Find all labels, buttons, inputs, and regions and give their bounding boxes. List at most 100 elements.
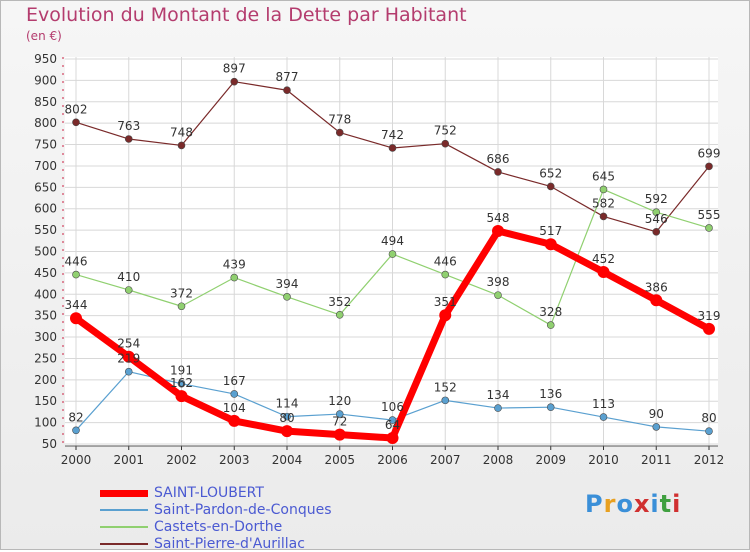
x-tick-label: 2006: [377, 453, 408, 467]
data-point: [333, 428, 346, 441]
legend-label: Saint-Pardon-de-Conques: [154, 502, 332, 518]
legend-swatch: [100, 526, 148, 528]
data-label: 80: [279, 411, 294, 425]
data-point: [546, 182, 555, 191]
data-label: 446: [434, 255, 457, 269]
data-point: [228, 414, 241, 427]
x-tick-label: 2001: [113, 453, 144, 467]
data-point: [705, 224, 713, 232]
chart-subtitle: (en €): [26, 29, 62, 43]
data-label: 386: [645, 280, 668, 294]
x-tick-label: 2003: [219, 453, 250, 467]
data-point: [546, 403, 555, 412]
data-label: 106: [381, 400, 404, 414]
data-point: [546, 321, 555, 329]
legend-item: Saint-Pierre-d'Aurillac: [100, 536, 400, 552]
data-label: 72: [332, 415, 347, 429]
data-point: [494, 291, 502, 299]
data-point: [597, 266, 610, 279]
legend-swatch: [100, 489, 148, 497]
x-tick-label: 2011: [641, 453, 672, 467]
data-point: [388, 416, 397, 424]
data-label: 763: [117, 119, 140, 133]
data-point: [70, 312, 82, 325]
data-label: 555: [698, 208, 721, 222]
data-point: [599, 185, 608, 194]
y-tick-label: 250: [34, 351, 57, 365]
data-label: 439: [223, 258, 246, 272]
data-point: [175, 390, 188, 403]
y-tick-label: 550: [34, 223, 57, 237]
data-label: 191: [170, 364, 193, 378]
chart-title: Evolution du Montant de la Dette par Hab…: [26, 4, 467, 26]
data-point: [124, 135, 133, 143]
data-label: 446: [65, 255, 88, 269]
data-point: [177, 141, 186, 150]
data-label: 686: [487, 152, 510, 166]
data-label: 897: [223, 62, 246, 76]
data-point: [283, 293, 291, 301]
data-point: [124, 367, 133, 376]
x-tick-label: 2009: [535, 453, 566, 467]
data-label: 120: [328, 394, 351, 408]
data-point: [441, 139, 450, 148]
data-label: 344: [65, 298, 88, 312]
y-tick-label: 450: [34, 266, 57, 280]
data-label: 104: [223, 401, 246, 415]
data-label: 167: [223, 374, 246, 388]
y-tick-label: 500: [34, 245, 57, 259]
data-point: [388, 250, 397, 258]
y-tick-label: 950: [34, 52, 57, 66]
legend-item: Saint-Pardon-de-Conques: [100, 502, 400, 518]
x-tick-label: 2004: [272, 453, 303, 467]
data-label: 82: [68, 410, 83, 424]
data-point: [494, 404, 502, 412]
data-point: [72, 118, 80, 127]
data-point: [652, 423, 661, 431]
data-label: 114: [276, 397, 299, 411]
data-label: 592: [645, 192, 668, 206]
data-label: 328: [539, 305, 562, 319]
data-label: 254: [117, 337, 140, 351]
data-label: 548: [487, 211, 510, 225]
data-point: [494, 168, 502, 176]
data-label: 645: [592, 169, 615, 183]
data-point: [492, 224, 504, 237]
data-label: 742: [381, 128, 404, 142]
x-tick-label: 2007: [430, 453, 461, 467]
data-point: [599, 212, 608, 221]
data-point: [705, 427, 713, 435]
data-label: 410: [117, 270, 140, 284]
legend-label: SAINT-LOUBERT: [154, 485, 264, 501]
data-point: [230, 77, 239, 86]
data-label: 352: [328, 295, 351, 309]
data-point: [124, 286, 133, 294]
data-label: 452: [592, 252, 615, 266]
data-point: [230, 273, 239, 282]
legend-item: Castets-en-Dorthe: [100, 519, 400, 535]
legend-swatch: [100, 509, 148, 511]
data-point: [439, 309, 452, 322]
data-point: [335, 128, 344, 137]
proxiti-logo: Proxiti: [585, 490, 682, 518]
data-label: 219: [117, 352, 140, 366]
data-point: [72, 426, 80, 435]
data-label: 80: [701, 411, 716, 425]
data-label: 494: [381, 234, 404, 248]
data-label: 372: [170, 286, 193, 300]
data-label: 877: [276, 70, 299, 84]
y-tick-label: 350: [34, 309, 57, 323]
data-point: [441, 396, 450, 405]
data-point: [230, 390, 239, 398]
data-point: [386, 432, 399, 445]
y-tick-label: 300: [34, 330, 57, 344]
y-tick-label: 150: [34, 394, 57, 408]
data-label: 162: [170, 376, 193, 390]
data-point: [72, 270, 80, 279]
data-label: 652: [539, 166, 562, 180]
data-point: [283, 86, 291, 95]
y-tick-label: 100: [34, 416, 57, 430]
data-label: 134: [487, 388, 510, 402]
data-point: [652, 228, 661, 236]
